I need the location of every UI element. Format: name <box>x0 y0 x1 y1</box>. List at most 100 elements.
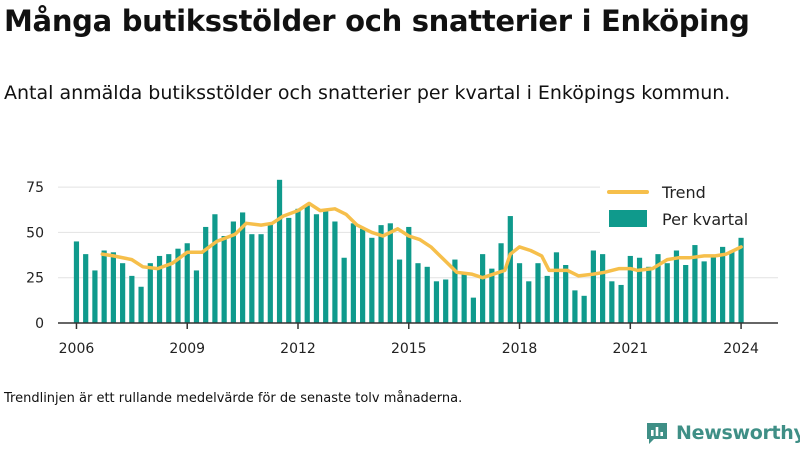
bar <box>110 252 116 323</box>
bar <box>276 179 283 323</box>
bar <box>286 217 292 324</box>
trend-series <box>100 201 743 280</box>
x-tick-label: 2021 <box>612 341 648 357</box>
bar <box>553 252 560 323</box>
legend: Trend Per kvartal <box>600 172 782 236</box>
bar <box>720 246 726 324</box>
bar <box>138 286 144 323</box>
bar <box>443 279 449 323</box>
bar <box>101 250 107 323</box>
bar <box>184 243 190 323</box>
bar <box>415 263 421 323</box>
bar <box>636 257 643 323</box>
bar <box>323 208 329 323</box>
bar <box>461 274 467 323</box>
bar <box>267 223 273 323</box>
x-tick-label: 2009 <box>169 341 205 357</box>
x-tick-label: 2018 <box>502 341 538 357</box>
bar <box>341 257 347 323</box>
bar <box>655 254 661 324</box>
bar <box>480 254 486 324</box>
bar <box>507 216 513 323</box>
bar <box>249 234 255 323</box>
bar <box>166 254 172 324</box>
bar <box>129 275 135 324</box>
legend-bar-label: Per kvartal <box>662 210 748 229</box>
x-tick-label: 2006 <box>59 341 95 357</box>
bar <box>230 221 236 323</box>
y-tick-label: 25 <box>26 271 44 287</box>
chart-subtitle: Antal anmälda butiksstölder och snatteri… <box>4 82 731 104</box>
bar <box>516 263 523 323</box>
x-tick-labels: 2006 2009 2012 2015 2018 2021 2024 <box>59 323 759 357</box>
bar <box>526 281 532 323</box>
x-tick-label: 2024 <box>723 341 759 357</box>
bar <box>360 228 366 323</box>
bar <box>369 237 375 323</box>
bar <box>258 234 264 323</box>
bar <box>203 226 209 323</box>
bar <box>424 266 430 323</box>
bar <box>120 263 126 323</box>
bar <box>572 290 578 324</box>
bar <box>378 225 384 324</box>
chart-area: 0 25 50 75 2006 2009 2012 2015 2018 2021 2024 Tre… <box>26 172 782 357</box>
bar <box>313 214 320 323</box>
bar <box>221 236 227 323</box>
bar <box>396 259 403 323</box>
bar <box>738 237 744 323</box>
brand-name: Newsworthy <box>676 422 800 444</box>
bar <box>350 223 356 323</box>
chart-title: Många butiksstölder och snatterier i Enk… <box>4 4 750 38</box>
bar <box>535 263 541 323</box>
bar <box>387 223 393 323</box>
bar <box>646 266 652 323</box>
bar <box>590 250 596 323</box>
bar <box>544 275 550 324</box>
bar <box>701 261 707 324</box>
bar <box>156 255 163 323</box>
newsworthy-logo-icon <box>647 423 667 444</box>
bar <box>240 212 246 323</box>
bar <box>489 268 495 324</box>
bar <box>73 241 80 323</box>
bar <box>433 281 440 323</box>
x-tick-label: 2015 <box>391 341 427 357</box>
bar <box>600 254 606 324</box>
bar-series <box>73 179 744 324</box>
y-tick-labels: 0 25 50 75 <box>26 180 44 332</box>
bar <box>452 259 458 323</box>
bar <box>470 297 476 324</box>
bar <box>175 248 181 323</box>
bar <box>710 255 716 323</box>
legend-trend-label: Trend <box>661 183 706 202</box>
bar <box>212 214 218 323</box>
bar <box>498 243 504 323</box>
bar <box>193 270 200 323</box>
y-tick-label: 50 <box>26 225 44 241</box>
bar <box>729 250 735 323</box>
brand-logo[interactable]: Newsworthy <box>644 419 800 447</box>
bar <box>664 263 670 323</box>
bar <box>304 205 310 323</box>
bar <box>627 255 633 323</box>
bar <box>563 265 569 323</box>
bar <box>618 284 624 323</box>
trend-line <box>100 201 743 280</box>
bar <box>683 265 689 323</box>
y-tick-label: 75 <box>26 180 44 196</box>
x-tick-label: 2012 <box>280 341 316 357</box>
bar <box>295 208 301 323</box>
bar <box>83 254 89 324</box>
bar <box>609 281 615 323</box>
bar <box>406 226 412 323</box>
bar <box>673 250 680 323</box>
legend-bar-swatch <box>609 210 647 227</box>
bar <box>332 221 338 323</box>
y-tick-label: 0 <box>35 316 44 332</box>
bar <box>581 295 587 323</box>
footnote: Trendlinjen är ett rullande medelvärde f… <box>4 391 463 406</box>
bar <box>692 245 698 323</box>
bar <box>92 270 98 323</box>
bar <box>147 263 153 323</box>
